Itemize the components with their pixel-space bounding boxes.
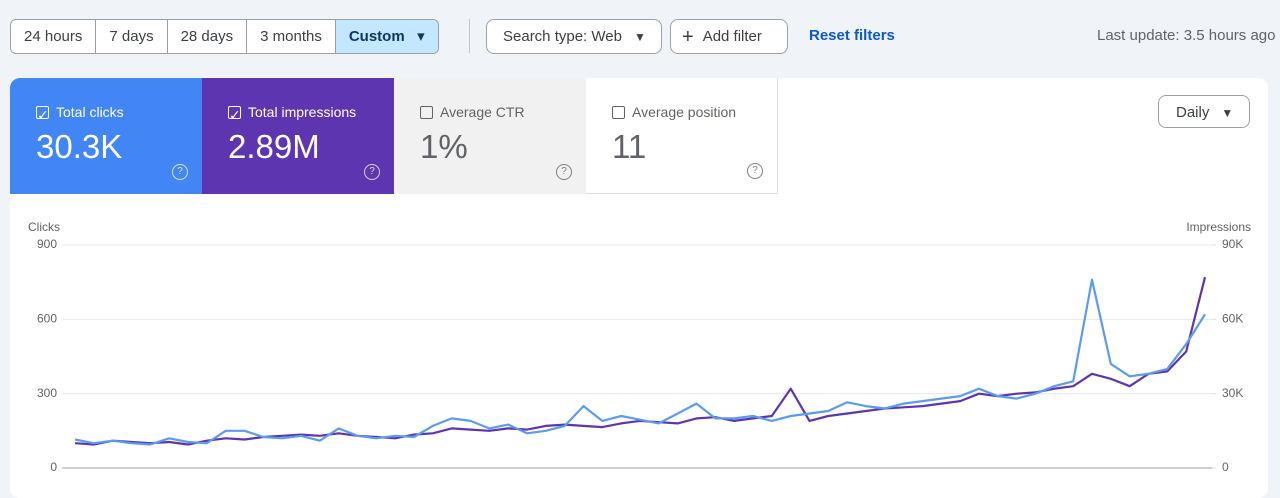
- metric-label: Average CTR: [440, 104, 525, 120]
- metric-value: 30.3K: [36, 128, 123, 165]
- y-tick-label: 600: [37, 312, 57, 326]
- date-range-option[interactable]: 7 days: [96, 20, 168, 53]
- help-icon[interactable]: ?: [556, 164, 572, 180]
- metric-value: 11: [612, 128, 647, 165]
- metric-value: 1%: [420, 128, 468, 165]
- checkbox: [420, 105, 433, 119]
- divider: [469, 19, 470, 53]
- help-icon[interactable]: ?: [747, 163, 763, 179]
- last-update: Last update: 3.5 hours ago: [1097, 27, 1276, 44]
- reset-filters-link[interactable]: Reset filters: [809, 27, 895, 44]
- y-tick-label: 0: [50, 460, 57, 474]
- help-icon[interactable]: ?: [172, 164, 188, 180]
- y2-tick-label: 90K: [1222, 237, 1243, 251]
- granularity-label: Daily: [1176, 104, 1210, 121]
- custom-label: Custom: [348, 28, 405, 45]
- series-line: [74, 278, 1206, 446]
- y-tick-label: 300: [37, 386, 57, 400]
- date-range-selector: 24 hours 7 days 28 days 3 months Custom …: [10, 19, 439, 54]
- metric-card[interactable]: ✓ Total clicks 30.3K ?: [10, 78, 202, 194]
- date-range-option[interactable]: 28 days: [167, 20, 248, 53]
- help-icon[interactable]: ?: [364, 164, 380, 180]
- metric-card[interactable]: ✓ Total impressions 2.89M ?: [202, 78, 394, 194]
- date-range-option[interactable]: 3 months: [247, 20, 336, 53]
- y2-tick-label: 30K: [1222, 386, 1243, 400]
- y2-axis-title: Impressions: [1186, 220, 1251, 234]
- checkbox: ✓: [228, 105, 241, 123]
- page: {"toolbar": {"date_ranges": ["24 hours",…: [10, 19, 1276, 498]
- performance-panel: ✓ Total clicks 30.3K ? ✓ Total impressions…: [10, 78, 1268, 498]
- y-tick-label: 900: [37, 237, 57, 251]
- metric-label: Total impressions: [248, 104, 357, 120]
- date-range-option[interactable]: Custom ▾: [335, 20, 438, 53]
- date-range-option[interactable]: 24 hours: [11, 20, 97, 53]
- y2-tick-label: 60K: [1222, 312, 1243, 326]
- y-axis-title: Clicks: [28, 220, 60, 234]
- search-type-button[interactable]: Search type: Web ▼: [486, 19, 662, 54]
- metric-label: Average position: [632, 104, 737, 120]
- add-filter-button[interactable]: + Add filter: [670, 19, 788, 54]
- checkbox: [612, 105, 625, 119]
- granularity-dropdown[interactable]: Daily ▼: [1158, 95, 1250, 128]
- add-filter-label: Add filter: [702, 28, 762, 45]
- metric-value: 2.89M: [228, 128, 320, 165]
- search-type-label: Search type: Web: [503, 28, 622, 45]
- y2-tick-label: 0: [1222, 460, 1229, 474]
- checkbox: ✓: [36, 105, 49, 123]
- metric-label: Total clicks: [56, 104, 124, 120]
- metric-card[interactable]: Average CTR 1% ?: [394, 78, 586, 194]
- chart: Clicks Impressions 0 300 600 900 0 30K 60K 90K: [28, 220, 1251, 474]
- metric-card[interactable]: Average position 11 ?: [586, 78, 778, 194]
